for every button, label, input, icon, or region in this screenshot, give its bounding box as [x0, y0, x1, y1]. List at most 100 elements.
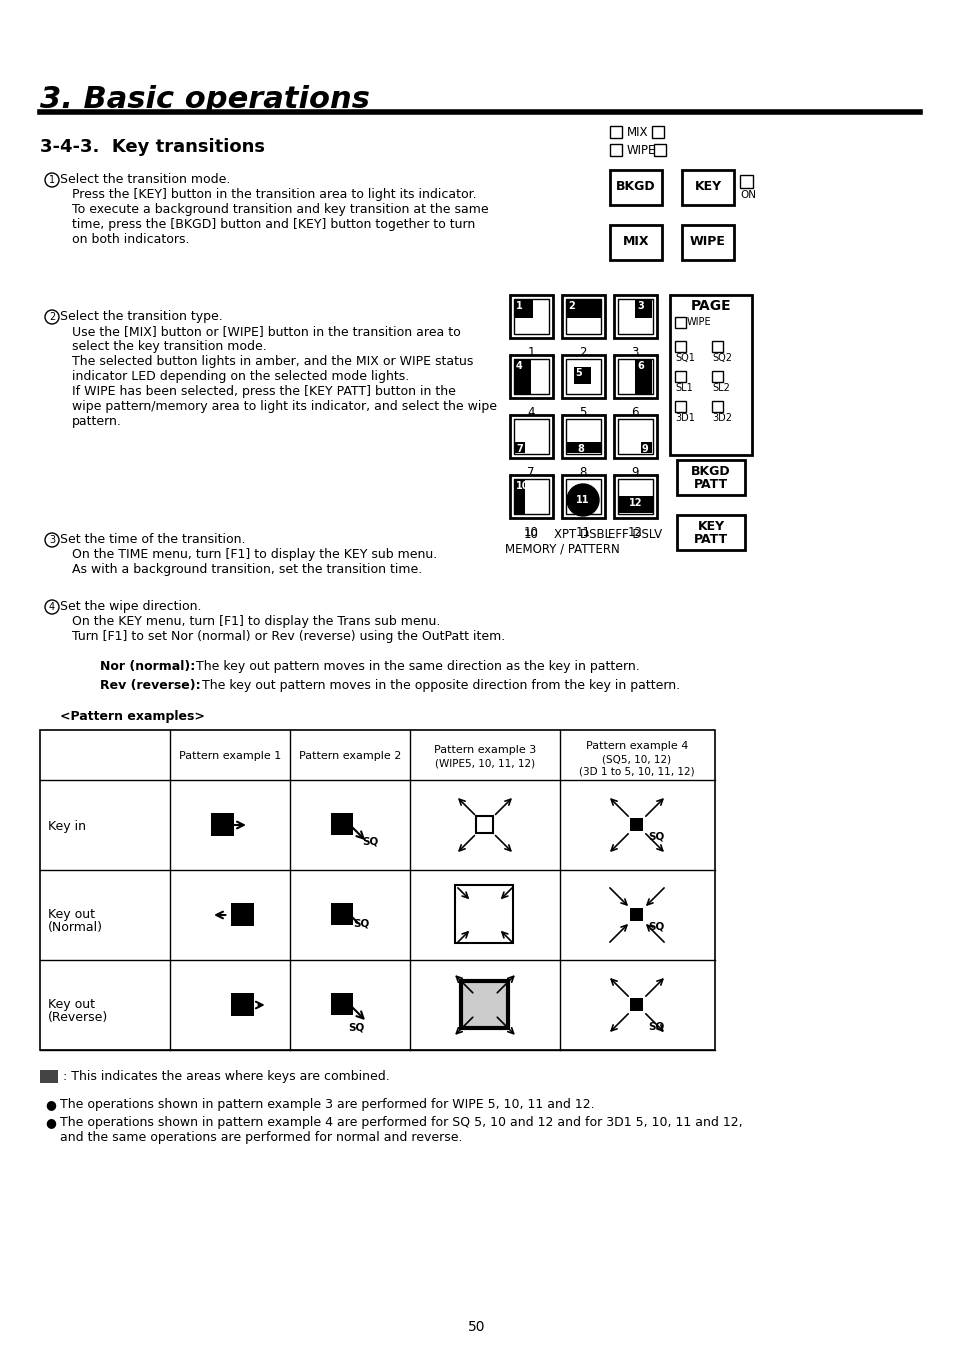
- Text: WIPE: WIPE: [686, 317, 711, 328]
- Text: SQ: SQ: [353, 918, 369, 929]
- Text: KEY: KEY: [697, 520, 723, 532]
- Text: and the same operations are performed for normal and reverse.: and the same operations are performed fo…: [60, 1131, 462, 1144]
- Text: 8: 8: [577, 443, 583, 454]
- Bar: [510, 474, 553, 518]
- Bar: [669, 295, 751, 456]
- Text: Set the wipe direction.: Set the wipe direction.: [60, 600, 201, 613]
- Bar: [514, 359, 548, 394]
- Text: MIX: MIX: [622, 235, 649, 248]
- Text: Key out: Key out: [48, 909, 95, 921]
- Text: 2: 2: [567, 301, 574, 311]
- Text: 2: 2: [49, 311, 55, 322]
- Text: ●: ●: [45, 1116, 56, 1130]
- Bar: [460, 981, 507, 1029]
- Bar: [331, 903, 353, 925]
- Text: on both indicators.: on both indicators.: [71, 233, 190, 245]
- Text: 3: 3: [49, 535, 55, 545]
- Bar: [618, 359, 652, 394]
- Bar: [40, 1070, 58, 1082]
- Bar: [514, 299, 548, 334]
- Text: XPT DSBL: XPT DSBL: [554, 528, 611, 541]
- Text: SL1: SL1: [675, 383, 692, 394]
- Text: (Normal): (Normal): [48, 921, 103, 934]
- Text: 6: 6: [631, 406, 639, 419]
- Bar: [675, 371, 685, 381]
- Bar: [561, 295, 604, 338]
- Bar: [681, 225, 733, 260]
- Bar: [675, 400, 685, 412]
- Bar: [618, 299, 652, 334]
- Text: 10: 10: [523, 528, 537, 541]
- Bar: [565, 479, 600, 514]
- Bar: [614, 474, 657, 518]
- Bar: [675, 317, 685, 328]
- Text: Pattern example 2: Pattern example 2: [298, 751, 401, 762]
- Text: SL2: SL2: [711, 383, 729, 394]
- Text: Use the [MIX] button or [WIPE] button in the transition area to: Use the [MIX] button or [WIPE] button in…: [71, 325, 460, 338]
- Text: On the TIME menu, turn [F1] to display the KEY sub menu.: On the TIME menu, turn [F1] to display t…: [71, 549, 436, 561]
- Text: BKGD: BKGD: [691, 465, 730, 479]
- Text: SQ: SQ: [647, 832, 663, 842]
- Bar: [455, 886, 513, 944]
- Bar: [565, 299, 600, 318]
- Text: (SQ5, 10, 12): (SQ5, 10, 12): [601, 754, 671, 764]
- Text: 11: 11: [575, 526, 590, 539]
- Bar: [677, 515, 744, 550]
- Bar: [565, 442, 600, 453]
- Bar: [561, 474, 604, 518]
- Text: 10: 10: [516, 481, 529, 491]
- Text: MEMORY / PATTERN: MEMORY / PATTERN: [504, 543, 618, 555]
- Text: ON: ON: [740, 190, 755, 200]
- Text: Pattern example 3: Pattern example 3: [434, 745, 536, 755]
- Bar: [681, 170, 733, 205]
- Text: 12: 12: [628, 497, 641, 508]
- Text: 3D2: 3D2: [711, 412, 731, 423]
- Text: 3-4-3.  Key transitions: 3-4-3. Key transitions: [40, 137, 265, 156]
- Text: Turn [F1] to set Nor (normal) or Rev (reverse) using the OutPatt item.: Turn [F1] to set Nor (normal) or Rev (re…: [71, 630, 505, 643]
- Text: 12: 12: [627, 526, 641, 539]
- Bar: [510, 355, 553, 398]
- Text: MIX: MIX: [626, 125, 648, 139]
- Text: 7: 7: [527, 466, 535, 479]
- Text: (Reverse): (Reverse): [48, 1011, 108, 1024]
- Text: PATT: PATT: [693, 479, 727, 491]
- Bar: [514, 359, 531, 394]
- Text: 4: 4: [516, 361, 522, 371]
- Text: (3D 1 to 5, 10, 11, 12): (3D 1 to 5, 10, 11, 12): [578, 767, 694, 776]
- Text: Nor (normal):: Nor (normal):: [100, 661, 195, 673]
- Bar: [561, 415, 604, 458]
- Text: 5: 5: [575, 368, 581, 377]
- Text: SQ: SQ: [361, 837, 377, 847]
- Bar: [651, 125, 663, 137]
- Circle shape: [566, 484, 598, 516]
- Bar: [629, 998, 642, 1011]
- Bar: [40, 731, 714, 1050]
- Bar: [231, 993, 253, 1016]
- Bar: [514, 442, 524, 453]
- Text: 2: 2: [578, 346, 586, 359]
- Text: Select the transition type.: Select the transition type.: [60, 310, 222, 324]
- Text: 8: 8: [578, 466, 586, 479]
- Text: As with a background transition, set the transition time.: As with a background transition, set the…: [71, 563, 422, 576]
- Text: 10: 10: [523, 526, 537, 539]
- Text: 9: 9: [641, 443, 648, 454]
- Bar: [677, 460, 744, 495]
- Text: BKGD: BKGD: [616, 181, 655, 193]
- Text: Pattern example 4: Pattern example 4: [585, 741, 687, 751]
- Bar: [565, 419, 600, 454]
- Bar: [514, 479, 524, 514]
- Bar: [609, 144, 621, 156]
- Text: (WIPE5, 10, 11, 12): (WIPE5, 10, 11, 12): [435, 758, 535, 768]
- Bar: [711, 341, 722, 352]
- Text: 5: 5: [578, 406, 586, 419]
- Bar: [609, 225, 661, 260]
- Bar: [711, 400, 722, 412]
- Bar: [331, 993, 353, 1015]
- Text: The key out pattern moves in the same direction as the key in pattern.: The key out pattern moves in the same di…: [188, 661, 639, 673]
- Text: The selected button lights in amber, and the MIX or WIPE status: The selected button lights in amber, and…: [71, 355, 473, 368]
- Bar: [675, 341, 685, 352]
- Text: SQ: SQ: [647, 1022, 663, 1031]
- Text: The operations shown in pattern example 3 are performed for WIPE 5, 10, 11 and 1: The operations shown in pattern example …: [60, 1099, 594, 1111]
- Bar: [629, 818, 642, 830]
- Bar: [614, 295, 657, 338]
